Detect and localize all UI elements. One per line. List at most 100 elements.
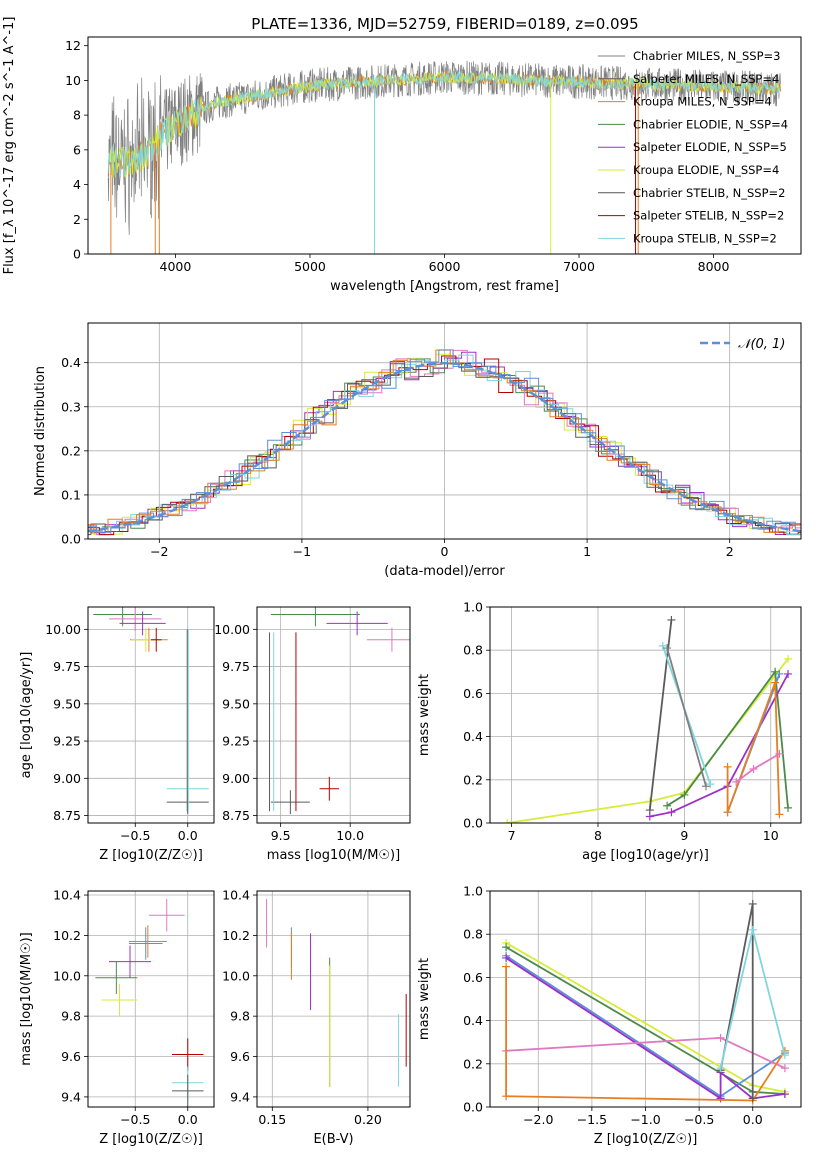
mass-weight-marker <box>503 819 512 823</box>
y-tick-label: 0.8 <box>463 643 483 658</box>
mass-weight-marker <box>780 1051 789 1060</box>
mass-weight-marker <box>680 790 689 799</box>
mass-weight-marker <box>701 782 710 791</box>
mass-weight-marker <box>723 808 732 817</box>
mass-weight-marker <box>663 644 672 653</box>
x-tick-label: 7 <box>508 828 516 843</box>
y-tick-label: 6 <box>73 142 81 157</box>
x-tick-label: 10.0 <box>336 828 364 843</box>
y-tick-label: 0.1 <box>61 487 81 502</box>
histogram-step <box>88 349 801 533</box>
legend-label: Chabrier ELODIE, N_SSP=4 <box>633 117 788 131</box>
x-axis-label: E(B-V) <box>313 1132 353 1147</box>
x-tick-label: −1.0 <box>630 1112 660 1127</box>
mass-weight-marker <box>775 749 784 758</box>
x-axis-label: mass [log10(M/M☉)] <box>267 848 400 863</box>
x-tick-label: 0 <box>441 544 449 559</box>
x-tick-label: 4000 <box>160 259 192 274</box>
x-tick-label: 10 <box>763 828 779 843</box>
mass-weight-marker <box>748 925 757 934</box>
mass-weight-marker <box>502 943 511 952</box>
figure-title: PLATE=1336, MJD=52759, FIBERID=0189, z=0… <box>251 15 638 33</box>
y-tick-label: 0.0 <box>463 816 483 831</box>
plot-area <box>95 899 204 1107</box>
x-tick-label: −1.5 <box>577 1112 607 1127</box>
y-tick-label: 10.2 <box>53 928 81 943</box>
y-axis-label: mass weight <box>417 958 432 1040</box>
x-tick-label: 6000 <box>429 259 461 274</box>
legend-label: Chabrier STELIB, N_SSP=2 <box>633 186 785 200</box>
y-tick-label: 0.2 <box>61 443 81 458</box>
y-tick-label: 8.75 <box>53 808 81 823</box>
mass-weight-marker <box>780 1064 789 1073</box>
x-tick-label: −0.5 <box>684 1112 714 1127</box>
y-tick-label: 10 <box>65 73 81 88</box>
y-tick-label: 0.2 <box>463 1056 483 1071</box>
x-axis-label: age [log10(age/yr)] <box>582 848 709 863</box>
mass-weight-marker <box>784 654 793 663</box>
panel-mass-vs-Z: −0.5 0.0 9.4 9.6 9.8 10.0 10.2 10.4 Z [log10(Z/Z… <box>19 888 215 1147</box>
y-tick-label: 0.8 <box>463 927 483 942</box>
x-tick-label: 9.5 <box>271 828 291 843</box>
y-axis-label: mass weight <box>417 674 432 756</box>
x-tick-label: −0.5 <box>120 1112 150 1127</box>
plot-frame <box>87 606 215 824</box>
mass-weight-marker <box>732 777 741 786</box>
y-tick-label: 0.6 <box>463 686 483 701</box>
spectrum-line <box>107 70 781 178</box>
y-tick-label: 10.0 <box>222 968 250 983</box>
mass-weight-marker <box>771 667 780 676</box>
plot-area <box>266 899 407 1087</box>
x-tick-label: 0.0 <box>743 1112 763 1127</box>
mass-weight-marker <box>748 899 757 908</box>
y-tick-label: 9.25 <box>53 734 81 749</box>
legend-label: Salpeter MILES, N_SSP=4 <box>633 72 779 86</box>
x-tick-label: 0.15 <box>258 1112 286 1127</box>
y-tick-label: 9.6 <box>61 1049 81 1064</box>
legend-label: 𝒩(0, 1) <box>738 337 785 352</box>
x-tick-label: 5000 <box>294 259 326 274</box>
mass-weight-marker <box>663 801 672 810</box>
y-tick-label: 0.4 <box>463 729 483 744</box>
y-tick-label: 0.0 <box>463 1100 483 1115</box>
y-tick-label: 10.00 <box>214 622 250 637</box>
legend-label: Salpeter STELIB, N_SSP=2 <box>633 209 784 223</box>
x-tick-label: −2 <box>150 544 168 559</box>
x-tick-label: −0.5 <box>120 828 150 843</box>
y-axis-label: Normed distribution <box>33 366 48 496</box>
y-tick-label: 9.8 <box>230 1009 250 1024</box>
mass-weight-marker <box>667 808 676 817</box>
y-tick-label: 9.00 <box>53 771 81 786</box>
y-tick-label: 1.0 <box>463 884 483 899</box>
y-tick-label: 10.0 <box>53 968 81 983</box>
legend-label: Kroupa ELODIE, N_SSP=4 <box>633 163 779 177</box>
y-tick-label: 9.50 <box>222 696 250 711</box>
y-tick-label: 10.4 <box>222 888 250 903</box>
y-tick-label: 9.8 <box>61 1009 81 1024</box>
mass-weight-marker <box>784 669 793 678</box>
panel-mass-vs-ebv: 0.15 0.20 9.4 9.6 9.8 10.0 10.2 10.4 E(B-V) <box>222 888 411 1147</box>
mass-weight-marker <box>716 1033 725 1042</box>
y-tick-label: 9.00 <box>222 771 250 786</box>
x-tick-label: 9 <box>680 828 688 843</box>
y-tick-label: 10.4 <box>53 888 81 903</box>
panel-spectrum: 4000 5000 6000 7000 8000 0 2 4 6 8 10 12 wavelength … <box>2 17 802 294</box>
mass-weight-marker <box>716 1064 725 1073</box>
x-tick-label: 8000 <box>698 259 730 274</box>
y-tick-label: 10.2 <box>222 928 250 943</box>
mass-weight-line <box>505 966 786 1102</box>
mass-weight-marker <box>784 803 793 812</box>
plot-area <box>503 615 793 823</box>
mass-weight-marker <box>667 615 676 624</box>
mass-weight-marker <box>706 780 715 789</box>
y-tick-label: 0.4 <box>463 1013 483 1028</box>
panel-massweight-vs-age: 7 8 9 10 0.0 0.2 0.4 0.6 0.8 1.0 age [log10(age/yr… <box>417 600 802 863</box>
mass-weight-marker <box>748 1094 757 1103</box>
x-tick-label: 1 <box>583 544 591 559</box>
mass-weight-marker <box>502 962 511 971</box>
y-axis-label: age [log10(age/yr)] <box>19 652 34 779</box>
legend-label: Chabrier MILES, N_SSP=3 <box>633 49 780 63</box>
y-tick-label: 9.75 <box>53 659 81 674</box>
panel-massweight-vs-Z: −2.0 −1.5 −1.0 −0.5 0.0 0.0 0.2 0.4 0.6 0.8 1.0 Z [… <box>417 884 802 1147</box>
mass-weight-marker <box>502 1092 511 1101</box>
